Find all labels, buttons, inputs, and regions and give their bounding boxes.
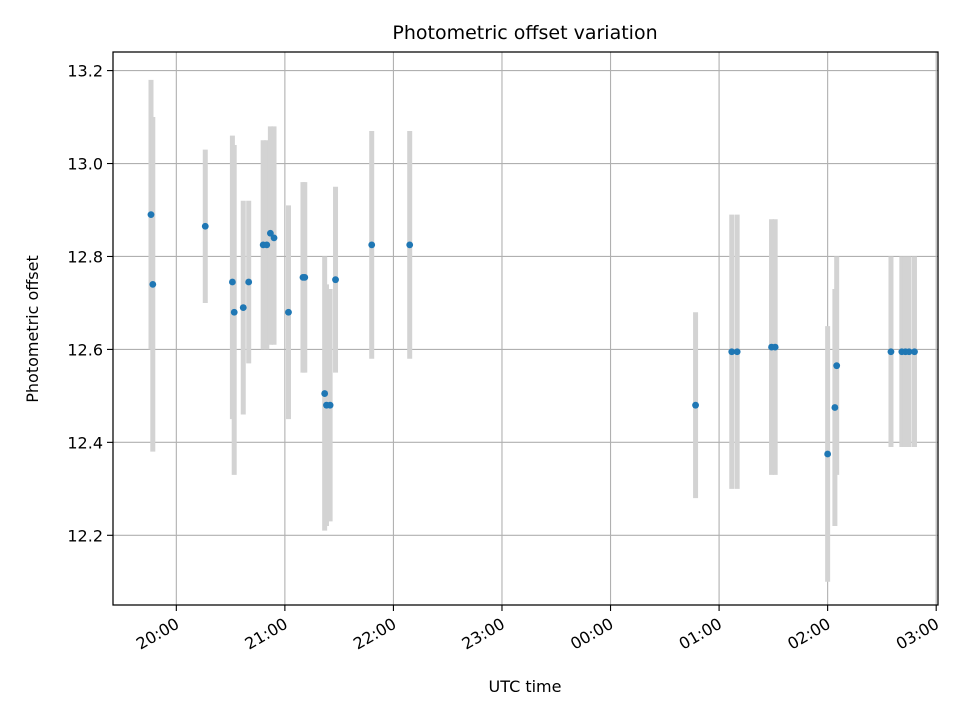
data-point: [285, 308, 292, 316]
data-point: [239, 304, 247, 311]
data-point: [263, 241, 271, 249]
data-point: [692, 401, 699, 409]
y-tick-label: 13.0: [67, 155, 103, 174]
y-tick-labels: 12.2 12.4 12.6 12.8 13.0 13.2: [67, 62, 103, 546]
data-point: [728, 348, 736, 356]
data-point: [147, 211, 155, 219]
data-point: [406, 241, 414, 249]
y-tick-label: 12.2: [67, 526, 103, 545]
data-point: [332, 276, 339, 284]
data-point: [229, 278, 236, 286]
y-tick-label: 13.2: [67, 62, 103, 81]
y-tick-label: 12.8: [67, 247, 103, 266]
data-point: [301, 273, 309, 281]
data-point: [771, 343, 779, 351]
data-point: [245, 278, 253, 286]
data-point: [833, 362, 841, 370]
data-point: [831, 404, 839, 411]
chart-title: Photometric offset variation: [392, 22, 657, 44]
axis-ticks: [107, 70, 937, 611]
data-point: [733, 348, 741, 356]
y-tick-label: 12.6: [67, 340, 103, 359]
data-point: [905, 348, 913, 356]
plot-frame: [112, 51, 939, 606]
data-point: [230, 308, 238, 316]
data-points: [147, 211, 918, 458]
data-point: [911, 348, 918, 356]
data-point: [887, 348, 895, 356]
data-point: [824, 450, 832, 458]
data-point: [270, 234, 278, 242]
data-point: [321, 390, 329, 397]
data-point: [201, 222, 209, 230]
y-tick-label: 12.4: [67, 433, 103, 452]
x-axis-title: UTC time: [489, 677, 562, 696]
data-point: [149, 280, 157, 288]
data-point: [267, 229, 274, 237]
y-axis-title: Photometric offset: [23, 255, 42, 403]
data-point: [326, 401, 334, 409]
data-point: [368, 241, 376, 249]
